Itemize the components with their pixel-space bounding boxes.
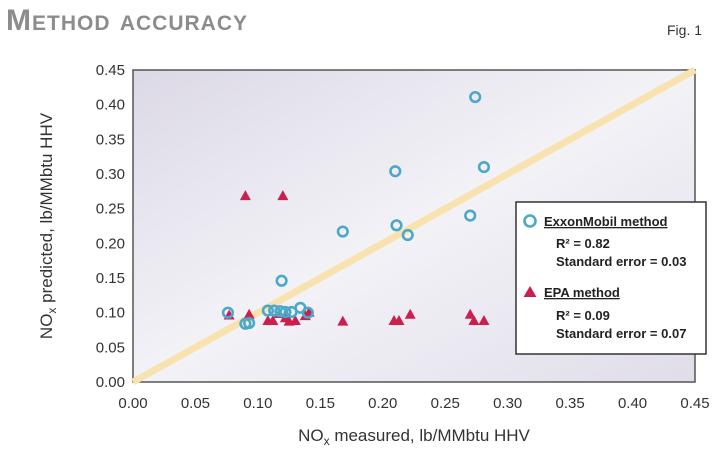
legend-exxon-r2: R² = 0.82 — [556, 236, 610, 251]
legend-exxon-label: ExxonMobil method — [544, 214, 668, 229]
x-tick-label: 0.05 — [181, 395, 210, 412]
legend-exxon-stderr: Standard error = 0.03 — [556, 254, 686, 269]
exxonmobil-point — [336, 225, 349, 238]
exxonmobil-point — [279, 305, 292, 319]
exxonmobil-point — [221, 306, 235, 319]
epa-point — [404, 308, 416, 319]
y-tick-label: 0.30 — [96, 166, 125, 183]
x-axis-label: NOx measured, lb/MMbtu HHV — [298, 426, 530, 448]
x-tick-labels: 0.00 0.05 0.10 0.15 0.20 0.25 0.30 0.35 0.40 0.45 — [118, 395, 709, 412]
epa-point — [267, 314, 279, 325]
legend-exxon-marker — [523, 214, 537, 228]
y-tick-label: 0.05 — [96, 339, 125, 356]
x-axis-label-rest: measured, lb/MMbtu HHV — [330, 426, 531, 445]
exxonmobil-point — [390, 219, 403, 232]
x-axis-label-main: NO — [298, 426, 324, 445]
legend-epa-label: EPA method — [544, 285, 620, 300]
y-tick-label: 0.35 — [96, 131, 125, 148]
y-axis-label: NOx predicted, lb/MMbtu HHV — [37, 112, 59, 339]
x-tick-label: 0.20 — [368, 395, 397, 412]
y-tick-label: 0.15 — [96, 270, 125, 287]
epa-point — [478, 314, 490, 325]
exxonmobil-point — [401, 228, 414, 242]
epa-point — [464, 308, 476, 319]
exxonmobil-point — [243, 316, 256, 330]
data-points — [221, 90, 491, 330]
x-tick-label: 0.15 — [306, 395, 335, 412]
y-tick-label: 0.45 — [96, 62, 125, 79]
x-tick-label: 0.30 — [493, 395, 522, 412]
y-tick-label: 0.25 — [96, 201, 125, 218]
epa-point — [337, 315, 349, 326]
y-tick-labels: 0.00 0.05 0.10 0.15 0.20 0.25 0.30 0.35 0.40 0.45 — [96, 62, 125, 391]
exxonmobil-point — [469, 90, 482, 104]
exxonmobil-point — [275, 274, 288, 287]
exxonmobil-point — [268, 304, 281, 317]
identity-line — [131, 66, 697, 386]
x-tick-label: 0.35 — [556, 395, 585, 412]
x-tick-label: 0.25 — [431, 395, 460, 412]
x-tick-label: 0.00 — [118, 395, 147, 412]
y-axis-label-subscript: x — [45, 308, 59, 314]
epa-point — [277, 190, 289, 201]
y-tick-label: 0.20 — [96, 235, 125, 252]
exxonmobil-point — [464, 209, 477, 222]
x-tick-label: 0.40 — [618, 395, 647, 412]
legend-epa-r2: R² = 0.09 — [556, 308, 610, 323]
figure-label: Fig. 1 — [667, 22, 703, 38]
epa-point — [393, 314, 405, 325]
exxonmobil-point — [274, 305, 287, 318]
exxonmobil-point — [261, 304, 274, 317]
y-axis-label-main: NO — [37, 314, 56, 340]
legend: ExxonMobil method R² = 0.82 Standard err… — [515, 201, 707, 355]
x-axis-label-subscript: x — [324, 434, 330, 448]
legend-epa-stderr: Standard error = 0.07 — [556, 326, 686, 341]
exxonmobil-point — [301, 306, 314, 319]
exxonmobil-point — [389, 165, 402, 178]
y-tick-label: 0.00 — [96, 374, 125, 391]
exxonmobil-point — [477, 160, 491, 174]
legend-box — [515, 201, 707, 355]
epa-point — [468, 314, 480, 325]
y-tick-label: 0.40 — [96, 97, 125, 114]
y-tick-label: 0.10 — [96, 305, 125, 322]
x-tick-label: 0.45 — [680, 395, 709, 412]
epa-point — [243, 308, 255, 319]
legend-epa-marker — [523, 286, 537, 297]
y-axis-label-rest: predicted, lb/MMbtu HHV — [37, 112, 56, 307]
chart-title: Method accuracy — [6, 4, 248, 37]
epa-point — [289, 314, 301, 325]
epa-point — [239, 190, 251, 201]
x-tick-label: 0.10 — [243, 395, 272, 412]
